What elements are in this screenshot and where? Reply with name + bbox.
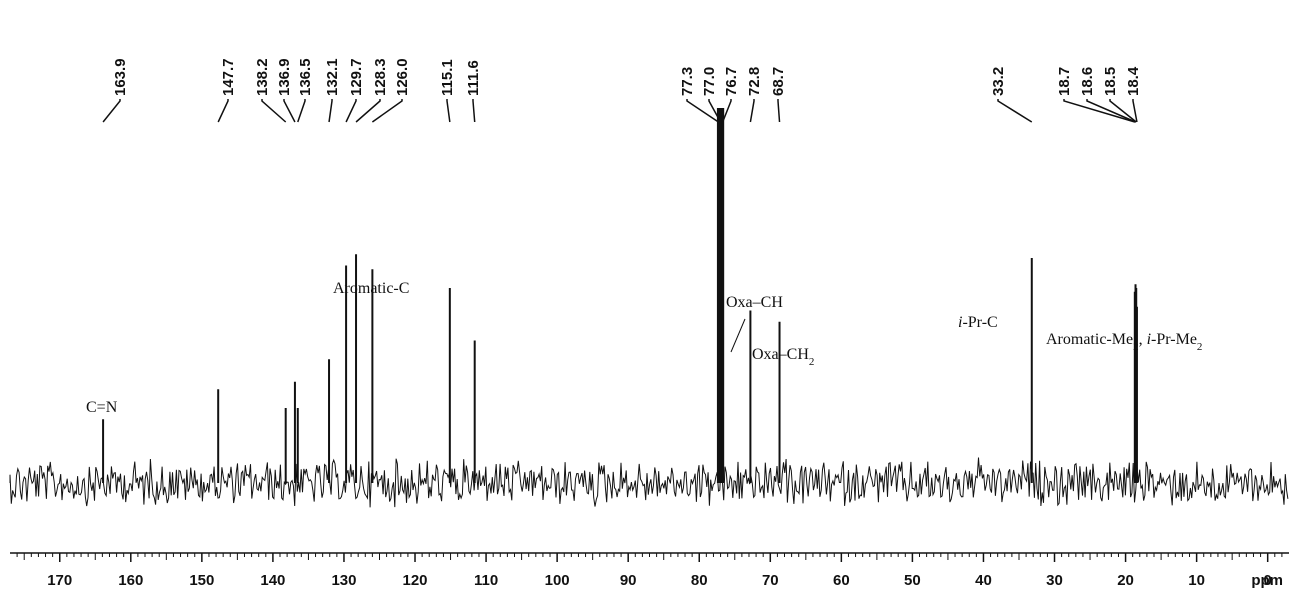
peak-label: 147.7 — [220, 58, 237, 96]
peak-label: 129.7 — [348, 58, 365, 96]
peak-label-connector — [217, 99, 229, 123]
peak-lines — [102, 108, 1138, 483]
x-tick-label: 0 — [1264, 572, 1272, 589]
x-tick-label: 90 — [620, 572, 637, 589]
peak-label: 126.0 — [394, 58, 411, 96]
peak-label-connector — [777, 99, 781, 123]
peak-label-connector — [1086, 99, 1136, 123]
peak-label: 68.7 — [770, 67, 787, 96]
peak-label: 136.9 — [276, 58, 293, 96]
annotation-oxa-ch2: Oxa–CH2 — [752, 346, 814, 368]
peak-label-connector — [721, 99, 732, 123]
x-tick-label: 50 — [904, 572, 921, 589]
peak-label-connector — [355, 99, 381, 123]
peak-label-connector — [1132, 99, 1138, 123]
peak-label: 18.4 — [1125, 66, 1142, 96]
peak-label-connector — [708, 99, 722, 123]
peak-annotations: C=N Aromatic-C Oxa–CH Oxa–CH2 i-Pr-C Aromatic… — [86, 280, 1202, 416]
peak-label-connector — [371, 99, 403, 123]
peak-label-connector — [749, 99, 755, 123]
peak-label-connector — [1063, 99, 1136, 123]
baseline-noise-trace — [9, 457, 1289, 508]
peak-label: 77.3 — [679, 67, 696, 96]
peak-label: 111.6 — [465, 60, 482, 96]
x-tick-label: 40 — [975, 572, 992, 589]
peak-label-connector — [345, 99, 357, 123]
x-tick-label: 30 — [1046, 572, 1063, 589]
peak-label-connector — [686, 99, 719, 123]
peak-label-connector — [1109, 99, 1137, 123]
peak-label: 18.6 — [1079, 67, 1096, 96]
peak-label: 115.1 — [439, 59, 456, 96]
x-tick-label: 170 — [47, 572, 72, 589]
peak-label: 18.7 — [1056, 67, 1073, 96]
peak-label-connector — [297, 99, 306, 123]
peak-label: 128.3 — [372, 58, 389, 96]
peak-label-connector — [997, 99, 1033, 123]
peak-label: 77.0 — [701, 67, 718, 96]
x-tick-label: 110 — [474, 572, 498, 589]
peak-label: 138.2 — [254, 58, 271, 96]
annotation-ipr-c: i-Pr-C — [958, 314, 998, 331]
x-tick-label: 150 — [189, 572, 214, 589]
x-axis: 170 160 150 140 130 120 110 100 90 80 70 60 50 40 30 20… — [10, 552, 1289, 589]
x-tick-label: 140 — [260, 572, 285, 589]
x-tick-label: 160 — [118, 572, 143, 589]
peak-label: 163.9 — [112, 58, 129, 96]
peak-label: 76.7 — [723, 67, 740, 96]
x-tick-label: 60 — [833, 572, 850, 589]
peak-label: 72.8 — [746, 67, 763, 96]
annotation-oxa-ch-pointer — [730, 318, 746, 353]
peak-label: 33.2 — [990, 67, 1007, 96]
x-tick-label: 80 — [691, 572, 708, 589]
x-tick-label: 70 — [762, 572, 779, 589]
peak-label: 18.5 — [1102, 67, 1119, 96]
peak-label-connector — [261, 99, 287, 123]
annotation-aromatic-c: Aromatic-C — [333, 280, 409, 297]
peak-label-connector — [472, 99, 476, 123]
annotation-c-n: C=N — [86, 399, 118, 416]
peak-label-connector — [102, 99, 121, 123]
annotation-aromatic-me2: Aromatic-Me2, i-Pr-Me2 — [1046, 331, 1202, 353]
x-tick-label: 10 — [1188, 572, 1205, 589]
x-tick-label: 120 — [403, 572, 428, 589]
peak-label: 136.5 — [297, 58, 314, 96]
peak-label-connector — [446, 99, 451, 123]
x-axis-unit-label: ppm — [1251, 572, 1283, 589]
annotation-oxa-ch: Oxa–CH — [726, 294, 783, 311]
x-tick-label: 100 — [545, 572, 570, 589]
peak-label-connector — [328, 99, 333, 123]
peak-labels: 163.9 147.7 138.2 136.9 136.5 132.1 129.7 128.3… — [102, 58, 1142, 123]
peak-label: 132.1 — [324, 58, 341, 96]
peak-label-connector — [283, 99, 296, 123]
x-tick-label: 20 — [1117, 572, 1134, 589]
baseline-noise — [9, 457, 1289, 508]
x-tick-label: 130 — [331, 572, 356, 589]
